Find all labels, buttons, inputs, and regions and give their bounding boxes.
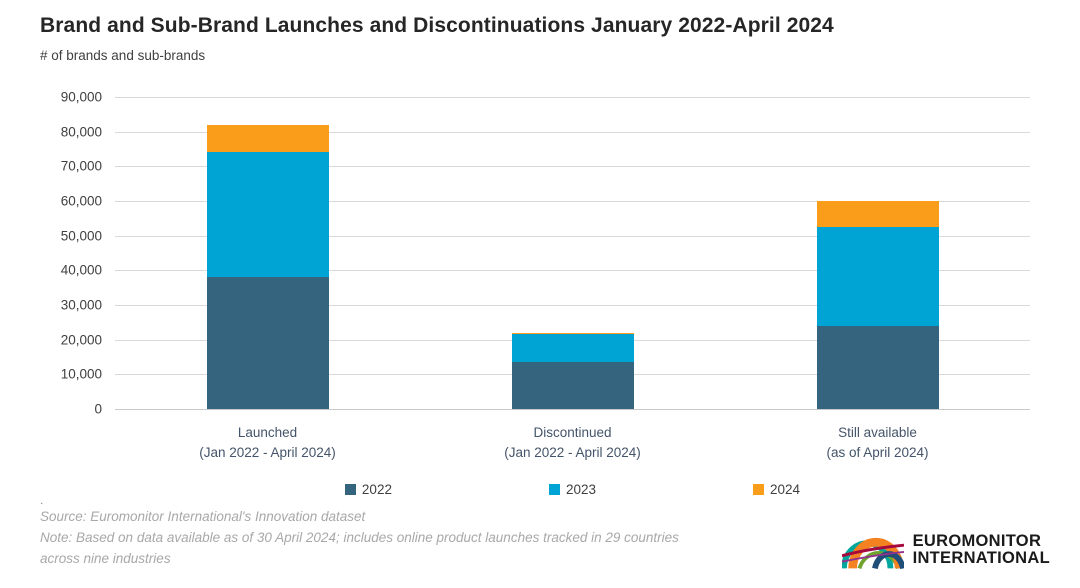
gridline-90000 <box>115 97 1030 98</box>
footer-notes: . Source: Euromonitor International's In… <box>40 494 685 569</box>
bar-launched-2022 <box>206 277 329 409</box>
y-axis-tick-label: 10,000 <box>60 366 102 382</box>
bar-launched-2023 <box>206 152 329 278</box>
y-axis-tick-label: 40,000 <box>60 262 102 278</box>
bar-discontinued-2023 <box>511 334 634 363</box>
legend-label-2023: 2023 <box>565 482 597 497</box>
logo-line-2: INTERNATIONAL <box>912 549 1050 567</box>
bar-still-available-2022 <box>816 325 939 409</box>
euromonitor-logo-mark <box>841 537 904 570</box>
plot-area: 0 10,000 20,000 30,000 40,000 50,000 60,000 70,… <box>61 90 1030 417</box>
y-axis-tick-label: 0 <box>94 401 102 417</box>
category-label-line2: (Jan 2022 - April 2024) <box>504 445 641 460</box>
gridline-30000 <box>115 305 1030 306</box>
y-axis-tick-label: 60,000 <box>60 193 102 209</box>
category-label-line1: Discontinued <box>533 425 612 440</box>
category-label-line2: (as of April 2024) <box>826 445 929 460</box>
chart-subtitle: # of brands and sub-brands <box>40 48 206 63</box>
footer-dot: . <box>40 493 44 507</box>
legend-label-2024: 2024 <box>770 482 801 497</box>
legend: 2022 2023 2024 <box>115 482 1030 497</box>
legend-item-2022: 2022 <box>344 482 392 497</box>
legend-item-2023: 2023 <box>548 482 597 497</box>
chart-title: Brand and Sub-Brand Launches and Discont… <box>40 14 834 37</box>
category-label: Still available (as of April 2024) <box>725 423 1030 463</box>
gridline-70000 <box>115 166 1030 168</box>
y-axis-tick-label: 30,000 <box>60 297 102 313</box>
logo-line-1: EUROMONITOR <box>912 531 1042 550</box>
legend-swatch-2023 <box>548 484 560 495</box>
category-label-line1: Launched <box>237 425 298 440</box>
legend-item-2024: 2024 <box>753 482 800 497</box>
bar-still-available-2024 <box>816 201 939 227</box>
gridline-50000 <box>115 235 1030 237</box>
y-axis-tick-label: 20,000 <box>60 332 102 348</box>
y-axis-tick-label: 80,000 <box>60 124 102 140</box>
source-note: Source: Euromonitor International's Inno… <box>40 509 366 524</box>
category-label: Discontinued (Jan 2022 - April 2024) <box>420 423 725 463</box>
legend-swatch-2024 <box>753 484 765 495</box>
gridline-40000 <box>115 270 1030 272</box>
category-label: Launched (Jan 2022 - April 2024) <box>115 423 420 463</box>
y-axis-tick-label: 90,000 <box>60 89 102 105</box>
euromonitor-logo-text: EUROMONITOR INTERNATIONAL <box>912 531 1050 568</box>
gridline-60000 <box>115 201 1030 202</box>
category-label-line1: Still available <box>838 425 917 440</box>
legend-label-2022: 2022 <box>361 482 392 497</box>
gridline-0 <box>115 409 1030 410</box>
gridline-80000 <box>115 131 1030 133</box>
euromonitor-logo: EUROMONITOR INTERNATIONAL <box>841 528 1050 572</box>
bar-discontinued-2024 <box>511 332 634 335</box>
bar-discontinued-2022 <box>511 362 634 409</box>
x-axis-labels: Launched (Jan 2022 - April 2024) Discontin… <box>115 423 1030 463</box>
bar-still-available-2023 <box>816 227 939 326</box>
y-axis-tick-label: 70,000 <box>60 158 102 174</box>
legend-swatch-2022 <box>344 484 356 495</box>
category-label-line2: (Jan 2022 - April 2024) <box>199 445 336 460</box>
bar-launched-2024 <box>206 124 329 153</box>
y-axis-tick-label: 50,000 <box>60 228 102 244</box>
data-note: Note: Based on data available as of 30 A… <box>40 530 679 566</box>
